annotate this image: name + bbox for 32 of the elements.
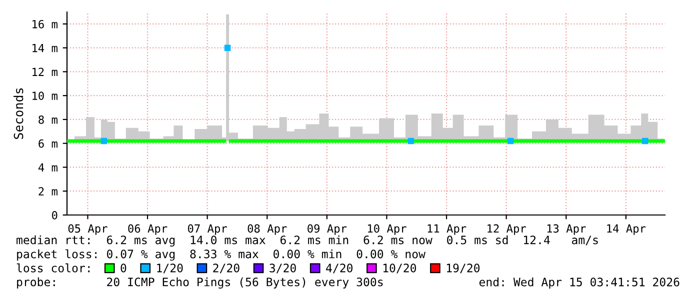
y-tick-label: 6 m <box>38 139 58 148</box>
y-tick-label: 2 m <box>38 187 58 196</box>
y-tick-label: 0 <box>52 211 58 220</box>
legend-label: 10/20 <box>383 264 416 274</box>
text: packet loss: 0.07 % avg 8.33 % max 0.00 % min 0.00 % now <box>17 249 426 261</box>
y-tick-label: 12 m <box>32 68 58 76</box>
y-tick-label: 14 m <box>32 44 58 52</box>
x-tick-label: 11 Apr <box>428 224 466 235</box>
y-tick-label: 10 m <box>32 92 58 100</box>
x-tick-label: 14 Apr <box>607 224 646 235</box>
x-tick-label: 13 Apr <box>547 224 586 235</box>
y-tick-label: 4 m <box>38 163 58 172</box>
text: median rtt: 6.2 ms avg 14.0 ms max 6.2 ms min 6.2 ms now 0.5 ms sd 12.4 am/s <box>16 235 598 247</box>
x-tick-label: 07 Apr <box>188 224 227 235</box>
text: end: Wed Apr 15 03:41:51 2026 <box>479 277 680 289</box>
x-tick-label: 05 Apr <box>68 224 108 235</box>
x-tick-label: 10 Apr <box>368 224 406 235</box>
legend-label: 1/20 <box>157 264 183 274</box>
legend-label: 4/20 <box>326 264 352 274</box>
y-axis-title: Seconds <box>14 88 24 139</box>
x-tick-label: 08 Apr <box>248 224 287 235</box>
x-tick-label: 12 Apr <box>488 224 526 235</box>
legend-title: loss color: <box>16 263 90 272</box>
text: probe: 20 ICMP Echo Pings (56 Bytes) every 300s <box>17 277 383 289</box>
legend-label: 19/20 <box>446 264 480 274</box>
legend-label: 3/20 <box>270 264 296 274</box>
x-tick-label: 06 Apr <box>128 224 168 235</box>
x-tick-label: 09 Apr <box>308 224 347 235</box>
y-tick-label: 8 m <box>38 115 58 124</box>
legend-label: 2/20 <box>213 264 240 274</box>
legend-label: 0 <box>120 264 126 272</box>
y-tick-label: 16 m <box>32 20 58 28</box>
